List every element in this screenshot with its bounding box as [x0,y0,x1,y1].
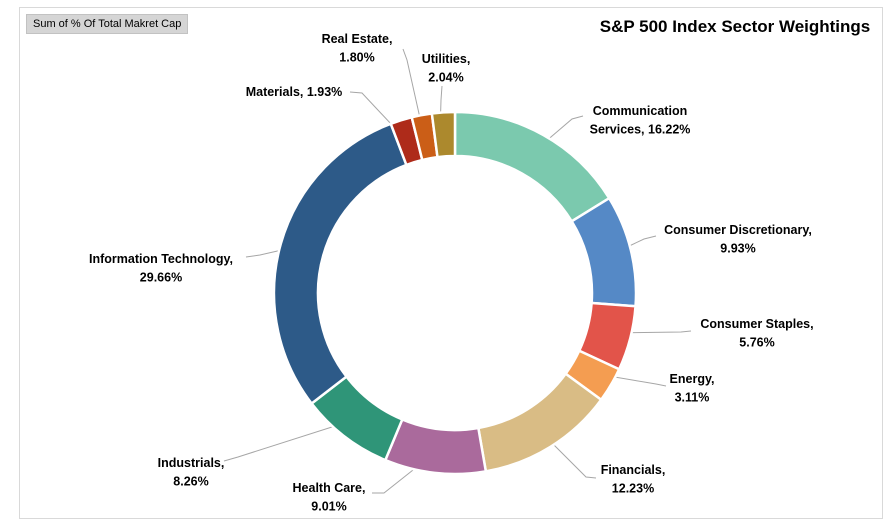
slice-label: Real Estate, 1.80% [322,32,393,65]
pie-slice-utilities[interactable] [430,110,457,159]
pie-slice-health-care[interactable] [383,417,488,476]
slice-label: Utilities, 2.04% [422,52,471,85]
slice-label: Financials, 12.23% [601,463,666,496]
slice-label: Industrials, 8.26% [158,456,225,489]
leader-line [223,418,358,462]
chart-title: S&P 500 Index Sector Weightings [599,17,871,36]
leader-line [402,48,425,137]
slice-label: Materials, 1.93% [246,85,343,99]
pie-slice-communication-services[interactable] [453,110,611,223]
slice-label: Consumer Staples, 5.76% [700,317,813,350]
pie-slice-information-technology[interactable] [272,122,409,406]
slice-label: Energy, 3.11% [670,372,715,405]
slice-label: Communication Services, 16.22% [590,104,691,137]
slice-label: Information Technology, 29.66% [89,252,233,285]
pie-slice-financials[interactable] [476,372,603,473]
slice-label: Consumer Discretionary, 9.93% [664,223,812,256]
pivot-field-badge[interactable]: Sum of % Of Total Makret Cap [26,14,189,34]
pie-slice-consumer-discretionary[interactable] [569,196,638,308]
slice-label: Health Care, 9.01% [293,481,366,514]
